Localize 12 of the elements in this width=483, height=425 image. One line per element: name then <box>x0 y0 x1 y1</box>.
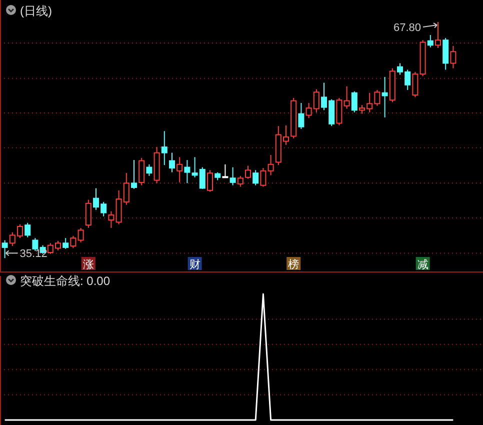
annotation: 涨 <box>82 259 94 271</box>
candlestick <box>161 130 168 166</box>
annotation: 67.80 <box>393 22 421 34</box>
chart-title: (日线) <box>20 4 52 18</box>
annotation: 减 <box>417 258 428 271</box>
candlestick <box>176 156 183 183</box>
annotation: 财 <box>189 258 200 271</box>
annotation: 35.12 <box>20 248 48 260</box>
annotation: 榜 <box>288 258 300 271</box>
chart-title: 突破生命线: 0.00 <box>20 274 110 288</box>
candlestick <box>382 76 388 118</box>
candlestick <box>184 160 190 184</box>
